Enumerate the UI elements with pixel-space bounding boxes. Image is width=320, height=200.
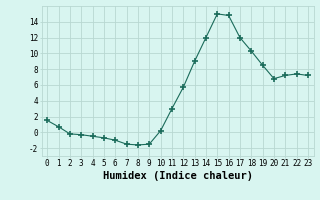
X-axis label: Humidex (Indice chaleur): Humidex (Indice chaleur) xyxy=(103,171,252,181)
